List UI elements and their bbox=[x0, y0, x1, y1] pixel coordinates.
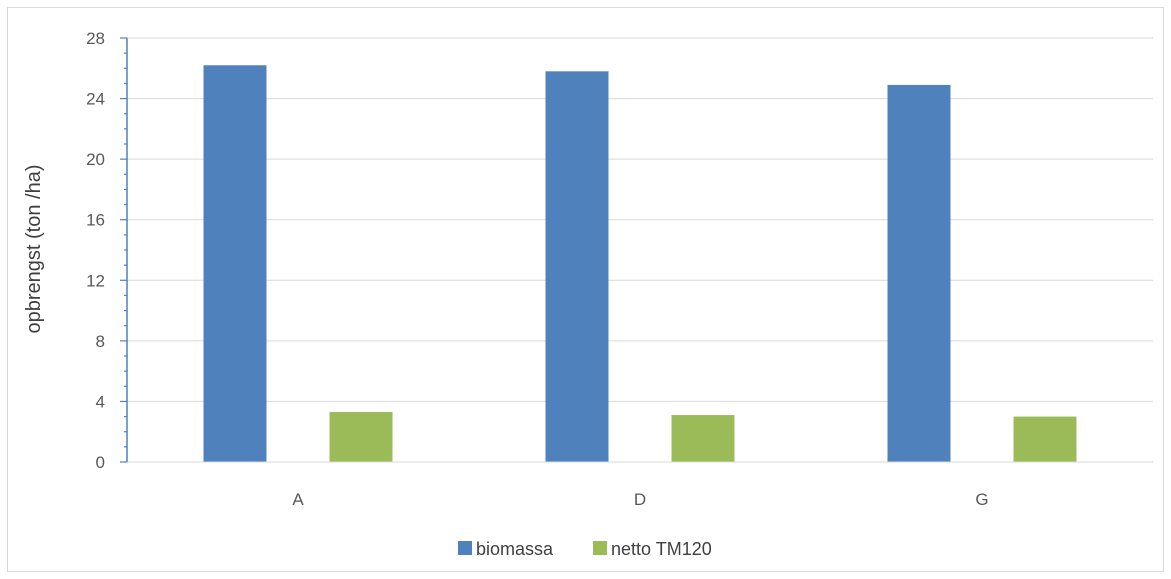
y-tick-label: 0 bbox=[96, 453, 105, 472]
x-tick-label: A bbox=[292, 490, 304, 509]
y-axis-title: opbrengst (ton /ha) bbox=[23, 165, 45, 334]
bars bbox=[203, 65, 1077, 463]
y-tick-label: 8 bbox=[96, 332, 105, 351]
x-tick-label: D bbox=[634, 490, 646, 509]
x-tick-label: G bbox=[975, 490, 988, 509]
y-tick-labels: 0 4 8 12 16 20 24 28 bbox=[86, 29, 105, 472]
y-tick-label: 20 bbox=[86, 150, 105, 169]
bar-biomassa-d bbox=[545, 71, 609, 463]
gridlines bbox=[127, 37, 1153, 402]
y-tick-label: 12 bbox=[86, 271, 105, 290]
legend-label: biomassa bbox=[476, 539, 554, 559]
bar-biomassa-g bbox=[887, 84, 951, 462]
bar-netto-tm120-a bbox=[329, 412, 393, 462]
bar-netto-tm120-d bbox=[671, 415, 735, 462]
y-tick-label: 4 bbox=[96, 392, 105, 411]
legend-swatch bbox=[593, 541, 607, 555]
bar-netto-tm120-g bbox=[1013, 416, 1077, 462]
legend: biomassa netto TM120 bbox=[458, 539, 712, 559]
y-tick-label: 16 bbox=[86, 211, 105, 230]
legend-swatch bbox=[458, 541, 472, 555]
y-tick-label: 24 bbox=[86, 90, 105, 109]
y-axis bbox=[120, 37, 1153, 463]
y-tick-label: 28 bbox=[86, 29, 105, 48]
bar-biomassa-a bbox=[203, 65, 267, 462]
legend-label: netto TM120 bbox=[611, 539, 712, 559]
